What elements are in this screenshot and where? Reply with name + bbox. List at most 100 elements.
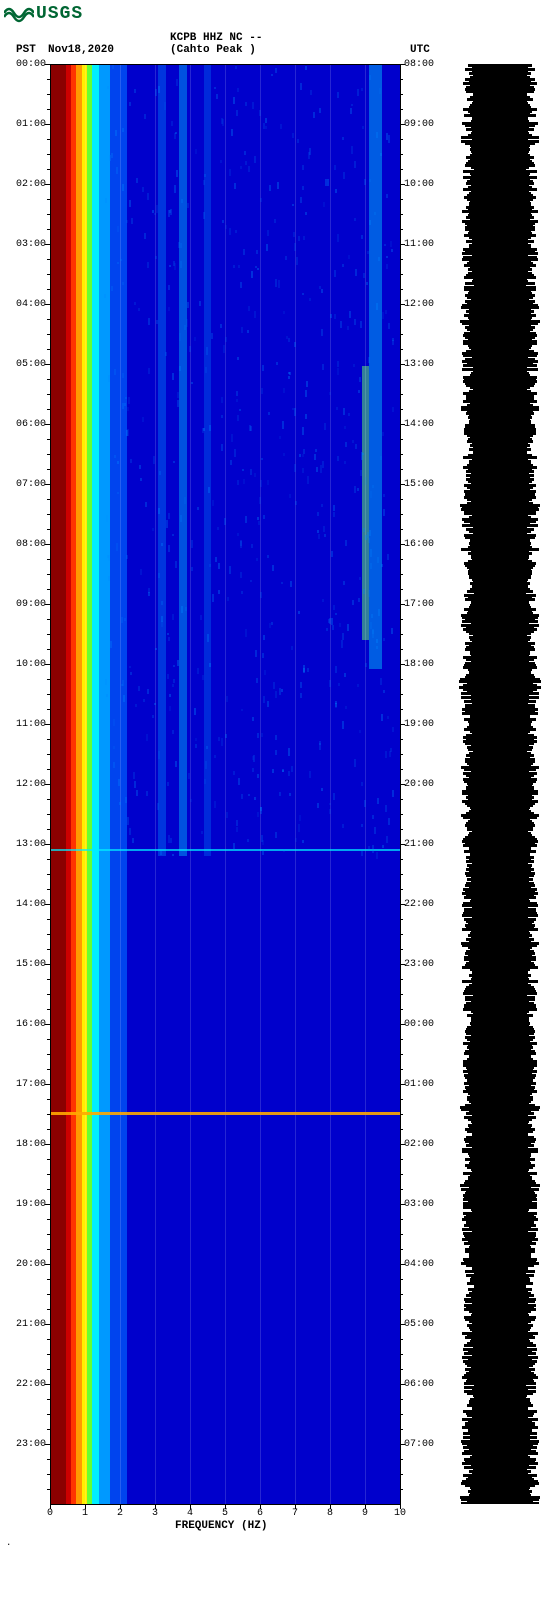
minor-tick [47, 199, 50, 200]
noise-speckle [235, 66, 237, 69]
noise-speckle [378, 609, 380, 616]
tick-mark [400, 1144, 405, 1145]
minor-tick [400, 649, 403, 650]
noise-speckle [267, 230, 269, 236]
noise-speckle [236, 820, 238, 826]
x-tick: 0 [47, 1508, 53, 1519]
noise-speckle [288, 771, 290, 776]
minor-tick [47, 679, 50, 680]
noise-speckle [221, 397, 223, 403]
noise-speckle [334, 270, 336, 278]
noise-speckle [289, 372, 291, 376]
noise-speckle [105, 679, 107, 685]
noise-speckle [105, 198, 107, 203]
minor-tick [47, 1219, 50, 1220]
y-tick-right: 23:00 [404, 959, 434, 970]
minor-tick [47, 214, 50, 215]
minor-tick [47, 1234, 50, 1235]
noise-speckle [184, 497, 186, 504]
noise-speckle [197, 668, 199, 674]
noise-speckle [127, 407, 129, 410]
noise-speckle [334, 165, 336, 170]
noise-speckle [110, 641, 112, 648]
noise-speckle [178, 242, 180, 248]
minor-tick [47, 394, 50, 395]
y-tick-left: 22:00 [8, 1379, 46, 1390]
noise-speckle [117, 492, 119, 494]
minor-tick [400, 949, 403, 950]
y-tick-left: 05:00 [8, 359, 46, 370]
minor-tick [47, 589, 50, 590]
minor-tick [400, 109, 403, 110]
noise-speckle [195, 738, 197, 740]
chart-header: PST Nov18,2020 KCPB HHZ NC -- (Cahto Pea… [0, 24, 552, 64]
noise-speckle [194, 708, 196, 714]
noise-speckle [233, 97, 235, 104]
noise-speckle [275, 832, 277, 839]
noise-speckle [369, 220, 371, 225]
minor-tick [400, 79, 403, 80]
noise-speckle [367, 251, 369, 254]
noise-speckle [152, 715, 154, 718]
noise-speckle [342, 137, 344, 140]
minor-tick [400, 1309, 403, 1310]
noise-speckle [383, 494, 385, 497]
noise-speckle [317, 803, 319, 808]
noise-speckle [322, 599, 324, 602]
noise-speckle [302, 165, 304, 170]
minor-tick [47, 1279, 50, 1280]
noise-speckle [221, 118, 223, 124]
minor-tick [400, 1474, 403, 1475]
noise-speckle [117, 226, 119, 232]
noise-speckle [388, 135, 390, 142]
noise-speckle [155, 648, 157, 650]
noise-speckle [158, 508, 160, 514]
y-tick-left: 04:00 [8, 299, 46, 310]
noise-speckle [388, 323, 390, 329]
tick-mark [400, 124, 405, 125]
minor-tick [47, 1414, 50, 1415]
y-tick-left: 21:00 [8, 1319, 46, 1330]
y-tick-left: 15:00 [8, 959, 46, 970]
noise-speckle [321, 329, 323, 336]
noise-speckle [221, 444, 223, 451]
noise-speckle [261, 458, 263, 460]
noise-speckle [357, 684, 359, 687]
noise-speckle [278, 280, 280, 288]
noise-speckle [177, 392, 179, 398]
noise-speckle [317, 512, 319, 516]
noise-speckle [267, 480, 269, 485]
noise-speckle [275, 279, 277, 287]
noise-speckle [370, 549, 372, 557]
noise-speckle [344, 426, 346, 429]
noise-speckle [262, 850, 264, 855]
noise-speckle [173, 461, 175, 463]
noise-speckle [237, 533, 239, 535]
noise-speckle [318, 534, 320, 539]
minor-tick [400, 574, 403, 575]
minor-tick [47, 469, 50, 470]
noise-speckle [323, 526, 325, 532]
noise-speckle [302, 468, 304, 474]
minor-tick [400, 889, 403, 890]
noise-speckle [288, 376, 290, 379]
noise-speckle [202, 675, 204, 680]
noise-speckle [166, 520, 168, 528]
noise-speckle [111, 153, 113, 158]
minor-tick [47, 1069, 50, 1070]
minor-tick [400, 619, 403, 620]
noise-speckle [223, 345, 225, 353]
tick-mark [400, 604, 405, 605]
noise-speckle [380, 678, 382, 685]
noise-speckle [306, 381, 308, 387]
noise-speckle [382, 312, 384, 319]
noise-speckle [173, 665, 175, 667]
minor-tick [47, 259, 50, 260]
tick-mark [45, 1384, 50, 1385]
noise-speckle [123, 695, 125, 702]
noise-speckle [179, 333, 181, 340]
noise-speckle [345, 540, 347, 546]
minor-tick [47, 634, 50, 635]
noise-speckle [234, 183, 236, 189]
noise-speckle [121, 684, 123, 686]
